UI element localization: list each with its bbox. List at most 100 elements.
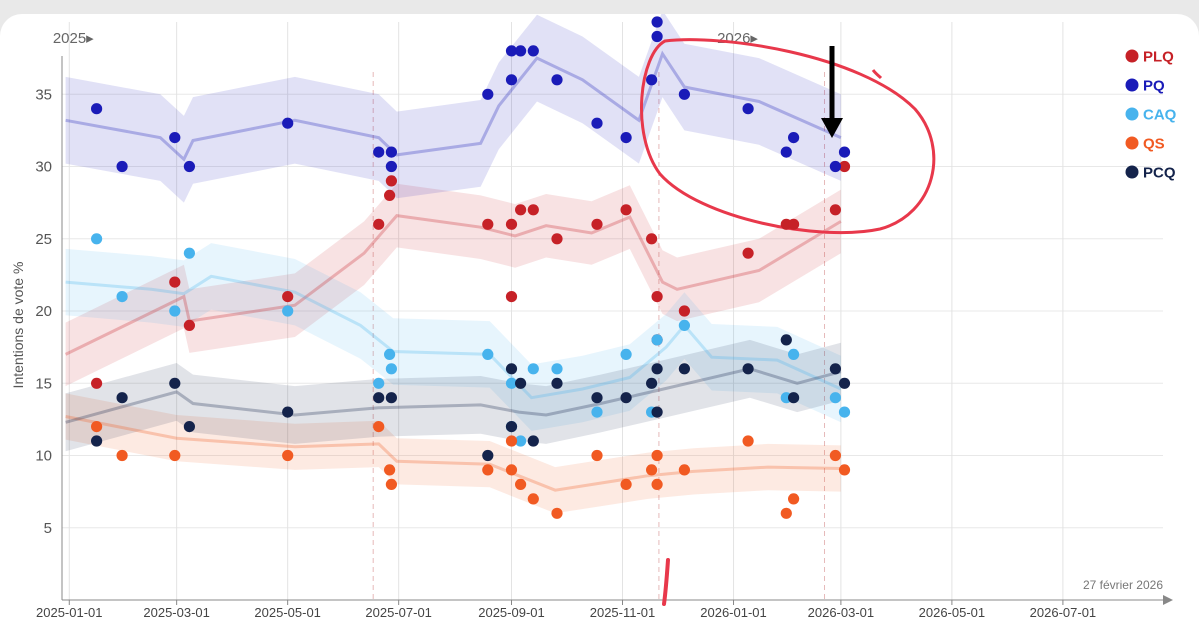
- poll-point-qs: [838, 464, 851, 476]
- poll-point-pcq: [678, 363, 691, 375]
- poll-point-plq: [591, 218, 603, 230]
- poll-point-plq: [838, 160, 851, 173]
- poll-point-plq: [183, 319, 195, 331]
- poll-point-pcq: [591, 392, 603, 404]
- x-tick-label: 2025-01-01: [36, 605, 103, 620]
- poll-point-pq: [742, 103, 754, 115]
- legend-marker-pq: [1125, 78, 1139, 92]
- poll-point-pq: [651, 16, 663, 28]
- poll-point-qs: [384, 464, 396, 476]
- poll-point-caq: [373, 377, 385, 389]
- legend-label-caq: CAQ: [1143, 107, 1177, 124]
- poll-point-qs: [116, 449, 128, 462]
- poll-point-caq: [591, 406, 603, 418]
- poll-point-pcq: [788, 392, 800, 404]
- poll-point-qs: [505, 435, 518, 447]
- poll-point-pcq: [505, 421, 518, 433]
- poll-point-pcq: [482, 449, 494, 462]
- poll-points: [91, 16, 851, 519]
- poll-point-qs: [505, 464, 518, 476]
- x-tick-label: 2026-01-01: [700, 605, 767, 620]
- red-tick-annotation: [662, 558, 670, 606]
- poll-point-plq: [282, 291, 294, 303]
- poll-point-plq: [385, 175, 397, 187]
- poll-point-caq: [91, 233, 103, 245]
- poll-point-pcq: [829, 363, 842, 375]
- poll-point-qs: [646, 464, 658, 476]
- poll-point-pcq: [780, 334, 792, 346]
- y-tick-label: 5: [44, 520, 52, 537]
- poll-point-caq: [384, 348, 396, 360]
- poll-point-pcq: [620, 392, 632, 404]
- legend-label-pq: PQ: [1143, 78, 1165, 95]
- poll-point-plq: [91, 377, 103, 389]
- x-axis-arrow: [1163, 595, 1173, 605]
- poll-point-qs: [385, 478, 397, 490]
- poll-point-caq: [183, 247, 195, 259]
- poll-point-pq: [183, 160, 195, 173]
- poll-point-plq: [788, 218, 800, 230]
- poll-point-pcq: [91, 435, 103, 447]
- poll-point-pq: [505, 74, 518, 86]
- poll-point-caq: [829, 392, 842, 404]
- poll-point-caq: [482, 348, 494, 360]
- legend-label-pcq: PCQ: [1143, 165, 1176, 182]
- trend-band-qs: [65, 393, 841, 514]
- gridlines: [62, 22, 1163, 600]
- poll-point-pcq: [515, 377, 527, 389]
- poll-point-pq: [282, 117, 294, 129]
- trend-band-pq: [65, 14, 841, 203]
- poll-point-pq: [116, 160, 128, 173]
- x-tick-label: 2025-11-01: [590, 605, 656, 620]
- legend: PLQ PQ CAQ QS PCQ: [1125, 49, 1177, 182]
- poll-point-plq: [169, 276, 181, 288]
- poll-point-pq: [591, 117, 603, 129]
- poll-point-qs: [515, 478, 527, 490]
- poll-point-pq: [651, 30, 663, 43]
- red-circle-annotation: [640, 38, 936, 235]
- trend-line-caq: [65, 274, 842, 400]
- y-tick-label: 20: [35, 303, 52, 320]
- chart-card: 5 10 15 20 25 30 35 2025-01-01 2025-03-01 2025-05…: [0, 14, 1199, 633]
- poll-point-pcq: [116, 392, 128, 404]
- axes: 5 10 15 20 25 30 35 2025-01-01 2025-03-01 2025-05…: [35, 30, 1173, 620]
- poll-point-pcq: [646, 377, 658, 389]
- poll-point-pq: [551, 74, 563, 86]
- poll-point-plq: [482, 218, 494, 230]
- poll-point-caq: [620, 348, 632, 360]
- poll-point-pq: [169, 132, 181, 144]
- y-tick-label: 35: [35, 86, 52, 103]
- legend-marker-qs: [1125, 136, 1139, 150]
- poll-point-qs: [373, 421, 385, 433]
- poll-point-pq: [780, 146, 792, 158]
- poll-point-pcq: [527, 435, 539, 447]
- poll-point-qs: [788, 493, 800, 505]
- legend-marker-plq: [1125, 49, 1139, 63]
- legend-label-qs: QS: [1143, 136, 1165, 153]
- trend-band-plq: [65, 183, 841, 387]
- poll-point-qs: [651, 449, 663, 462]
- poll-point-plq: [620, 204, 632, 216]
- year-marker: 2025▸: [53, 30, 94, 47]
- poll-point-caq: [282, 305, 294, 317]
- poll-point-pcq: [651, 406, 663, 418]
- poll-point-plq: [651, 291, 663, 303]
- poll-point-caq: [505, 377, 518, 389]
- poll-point-pq: [505, 45, 518, 57]
- poll-point-plq: [551, 233, 563, 245]
- poll-point-caq: [385, 363, 397, 375]
- poll-point-pcq: [373, 392, 385, 404]
- poll-point-qs: [620, 478, 632, 490]
- poll-point-pcq: [742, 363, 754, 375]
- poll-point-pcq: [183, 421, 195, 433]
- poll-point-caq: [838, 406, 851, 418]
- poll-point-caq: [527, 363, 539, 375]
- poll-point-plq: [505, 291, 518, 303]
- trend-line-qs: [65, 415, 841, 492]
- poll-point-pq: [373, 146, 385, 158]
- date-annotation: 27 février 2026: [1083, 578, 1163, 592]
- poll-point-pcq: [651, 363, 663, 375]
- poll-point-qs: [780, 507, 792, 519]
- x-tick-label: 2026-07-01: [1030, 605, 1097, 620]
- poll-point-qs: [742, 435, 754, 447]
